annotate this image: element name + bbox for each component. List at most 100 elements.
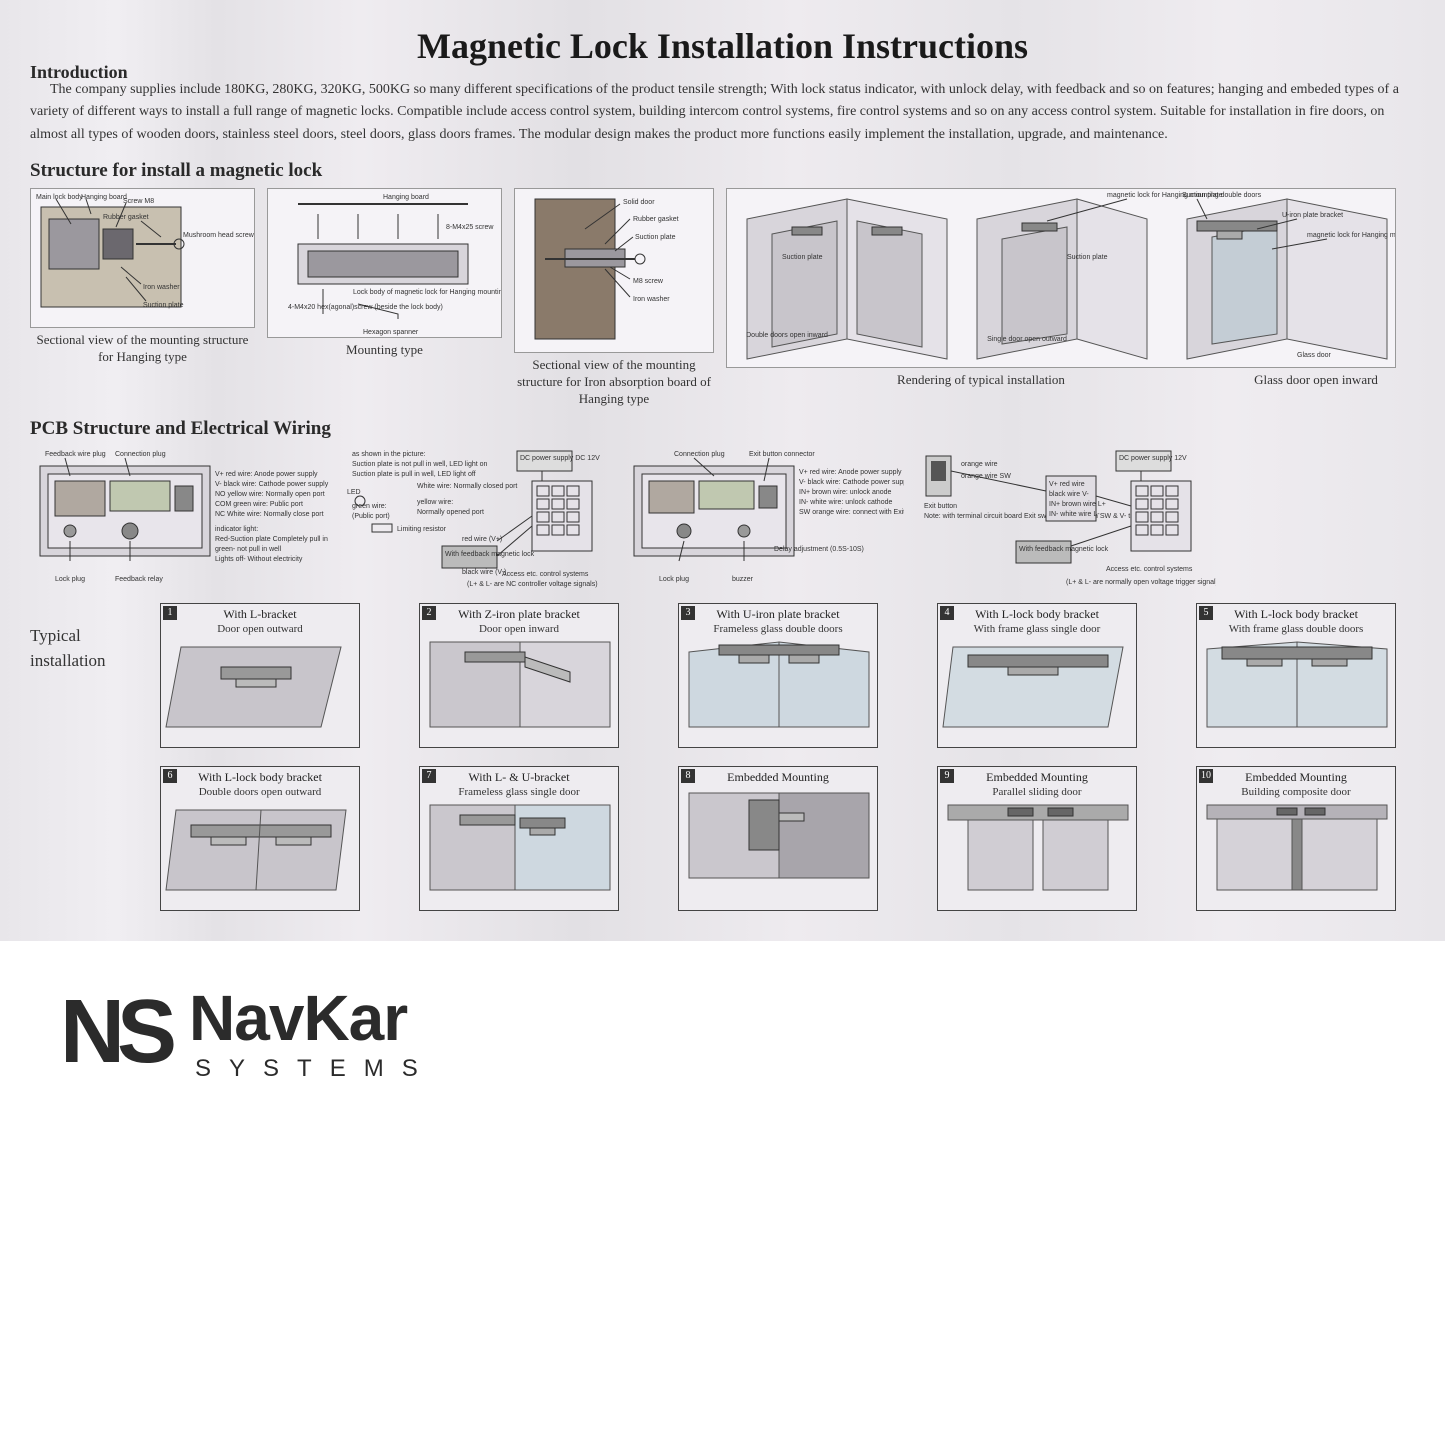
- svg-text:DC power supply DC 12V: DC power supply DC 12V: [520, 455, 600, 462]
- svg-text:V- black wire: Cathode power s: V- black wire: Cathode power supply: [215, 481, 329, 488]
- svg-text:magnetic lock for Hanging moun: magnetic lock for Hanging mounting: [1307, 232, 1396, 239]
- typical-label: Typical installation: [30, 603, 140, 674]
- mounting-type-svg: Hanging board 8-M4x25 screw Lock body of…: [267, 188, 502, 338]
- svg-text:LED: LED: [347, 489, 361, 496]
- mounting-type-caption: Mounting type: [346, 342, 423, 359]
- svg-text:Suction plate is pull in well,: Suction plate is pull in well, LED light…: [352, 471, 476, 478]
- svg-text:Hanging board: Hanging board: [81, 194, 127, 201]
- logo-sub: SYSTEMS: [195, 1055, 436, 1083]
- svg-text:Main lock body: Main lock body: [36, 194, 83, 201]
- svg-text:Connection plug: Connection plug: [115, 451, 166, 458]
- svg-text:U-iron plate bracket: U-iron plate bracket: [1282, 212, 1343, 219]
- svg-text:Access etc. control systems: Access etc. control systems: [1106, 566, 1193, 573]
- iron-absorption-svg: Solid door Rubber gasket Suction plate M…: [514, 188, 714, 353]
- svg-text:IN+ brown wire: unlock anode: IN+ brown wire: unlock anode: [799, 489, 892, 496]
- svg-text:Feedback wire plug: Feedback wire plug: [45, 451, 106, 458]
- svg-text:SW orange wire: connect with E: SW orange wire: connect with Exit button: [799, 509, 904, 516]
- svg-text:(Public port): (Public port): [352, 513, 390, 520]
- svg-text:Suction plate: Suction plate: [143, 302, 184, 309]
- sectional-hanging-caption: Sectional view of the mounting structure…: [30, 332, 255, 366]
- install-card-8: 8 Embedded Mounting: [678, 766, 878, 911]
- svg-text:Exit button connector: Exit button connector: [749, 451, 815, 458]
- svg-text:Rubber gasket: Rubber gasket: [633, 216, 679, 223]
- logo-main: NavKar: [189, 981, 436, 1055]
- logo-area: NS NavKar SYSTEMS: [0, 941, 1445, 1124]
- svg-text:green- not pull in well: green- not pull in well: [215, 546, 282, 553]
- intro-label: Introduction: [30, 62, 128, 83]
- svg-text:Exit button: Exit button: [924, 503, 957, 510]
- install-grid: 1 With L-bracket Door open outward 2 Wit…: [160, 603, 1415, 911]
- install-card-2: 2 With Z-iron plate bracket Door open in…: [419, 603, 619, 748]
- svg-text:(L+ & L- are normally open vol: (L+ & L- are normally open voltage trigg…: [1066, 579, 1216, 586]
- install-card-1: 1 With L-bracket Door open outward: [160, 603, 360, 748]
- section2-heading: PCB Structure and Electrical Wiring: [30, 418, 1415, 440]
- svg-text:Delay adjustment (0.5S-10S): Delay adjustment (0.5S-10S): [774, 546, 864, 553]
- install-card-7: 7 With L- & U-bracket Frameless glass si…: [419, 766, 619, 911]
- rendering-typical-svg: Suction plate Double doors open inward S…: [726, 188, 1396, 368]
- svg-text:V- black wire: Cathode power s: V- black wire: Cathode power supply: [799, 479, 904, 486]
- svg-text:Lights off- Without electricit: Lights off- Without electricity: [215, 556, 303, 563]
- section1-heading: Structure for install a magnetic lock: [30, 160, 1415, 182]
- svg-text:Rubber gasket: Rubber gasket: [103, 214, 149, 221]
- svg-text:IN- white wire: unlock cathode: IN- white wire: unlock cathode: [799, 499, 892, 506]
- svg-text:green wire:: green wire:: [352, 503, 387, 510]
- diagram-rendering-typical: Suction plate Double doors open inward S…: [726, 188, 1396, 408]
- svg-text:Connection plug: Connection plug: [674, 451, 725, 458]
- svg-text:Double doors open inward: Double doors open inward: [746, 332, 828, 339]
- svg-text:NO yellow wire: Normally open: NO yellow wire: Normally open port: [215, 491, 325, 498]
- svg-text:Suction plate: Suction plate: [635, 234, 676, 241]
- wiring-diagram-2: orange wire orange wire SW Exit button N…: [916, 446, 1216, 591]
- svg-text:DC power supply 12V: DC power supply 12V: [1119, 455, 1187, 462]
- typical-installation-row: Typical installation 1 With L-bracket Do…: [30, 603, 1415, 911]
- doc-title: Magnetic Lock Installation Instructions: [30, 25, 1415, 67]
- svg-text:as shown in the picture:: as shown in the picture:: [352, 451, 426, 458]
- svg-text:red wire (V+): red wire (V+): [462, 536, 502, 543]
- svg-text:Screw M8: Screw M8: [123, 198, 154, 205]
- svg-text:Suction plate: Suction plate: [1067, 254, 1108, 261]
- structure-diagrams-row: Main lock body Hanging board Screw M8 Ru…: [30, 188, 1415, 408]
- pcb-diagram-1: Feedback wire plug Connection plug V+ re…: [30, 446, 330, 591]
- svg-text:M8 screw: M8 screw: [633, 278, 664, 285]
- svg-text:With feedback magnetic lock: With feedback magnetic lock: [445, 551, 535, 558]
- pcb-diagram-2: Connection plug Exit button connector V+…: [624, 446, 904, 591]
- install-card-5: 5 With L-lock body bracket With frame gl…: [1196, 603, 1396, 748]
- svg-text:COM green wire: Public port: COM green wire: Public port: [215, 501, 303, 508]
- svg-text:orange wire: orange wire: [961, 461, 998, 468]
- svg-text:With feedback magnetic lock: With feedback magnetic lock: [1019, 546, 1109, 553]
- svg-text:Hexagon spanner: Hexagon spanner: [363, 329, 419, 336]
- sectional-hanging-svg: Main lock body Hanging board Screw M8 Ru…: [30, 188, 255, 328]
- diagram-sectional-hanging: Main lock body Hanging board Screw M8 Ru…: [30, 188, 255, 408]
- svg-text:Lock plug: Lock plug: [659, 576, 689, 583]
- glass-caption: Glass door open inward: [1236, 372, 1396, 389]
- svg-text:black wire V-: black wire V-: [1049, 491, 1089, 498]
- svg-text:Glass door: Glass door: [1297, 352, 1332, 359]
- svg-text:orange wire SW: orange wire SW: [961, 473, 1011, 480]
- svg-text:IN+ brown wire L+: IN+ brown wire L+: [1049, 501, 1106, 508]
- wiring-diagrams-row: Feedback wire plug Connection plug V+ re…: [30, 446, 1415, 591]
- svg-text:Feedback relay: Feedback relay: [115, 576, 163, 583]
- svg-text:V+ red wire: Anode power suppl: V+ red wire: Anode power supply: [799, 469, 902, 476]
- svg-text:V+ red wire: Anode power suppl: V+ red wire: Anode power supply: [215, 471, 318, 478]
- svg-text:Suction plate: Suction plate: [782, 254, 823, 261]
- svg-text:(L+ & L- are NC controller vol: (L+ & L- are NC controller voltage signa…: [467, 581, 598, 588]
- svg-text:Limiting resistor: Limiting resistor: [397, 526, 447, 533]
- svg-text:Mushroom head screw: Mushroom head screw: [183, 232, 255, 239]
- svg-text:White wire: Normally closed po: White wire: Normally closed port: [417, 483, 517, 490]
- install-card-3: 3 With U-iron plate bracket Frameless gl…: [678, 603, 878, 748]
- install-card-6: 6 With L-lock body bracket Double doors …: [160, 766, 360, 911]
- svg-text:Iron washer: Iron washer: [143, 284, 180, 291]
- svg-text:Hanging board: Hanging board: [383, 194, 429, 201]
- intro-text: The company supplies include 180KG, 280K…: [30, 79, 1415, 146]
- svg-text:black wire (V-): black wire (V-): [462, 569, 506, 576]
- svg-text:Access etc. control systems: Access etc. control systems: [502, 571, 589, 578]
- install-card-10: 10 Embedded Mounting Building composite …: [1196, 766, 1396, 911]
- svg-text:Suction plate: Suction plate: [1182, 192, 1223, 199]
- svg-text:Iron washer: Iron washer: [633, 296, 670, 303]
- svg-text:indicator light:: indicator light:: [215, 526, 258, 533]
- svg-text:V+ red wire: V+ red wire: [1049, 481, 1085, 488]
- logo-mark: NS: [60, 981, 169, 1084]
- svg-text:Lock body of magnetic lock for: Lock body of magnetic lock for Hanging m…: [353, 289, 502, 296]
- svg-text:yellow wire:: yellow wire:: [417, 499, 453, 506]
- diagram-iron-absorption: Solid door Rubber gasket Suction plate M…: [514, 188, 714, 408]
- svg-text:4-M4x20 hex(agonal)screw (besi: 4-M4x20 hex(agonal)screw (beside the loc…: [288, 304, 443, 311]
